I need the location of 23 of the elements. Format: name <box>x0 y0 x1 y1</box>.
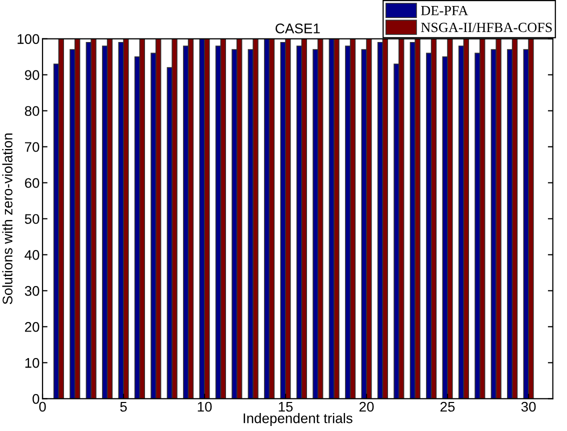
y-tick-label: 80 <box>24 106 40 116</box>
y-tick-label: 100 <box>18 34 40 44</box>
x-tick-label: 20 <box>360 402 374 412</box>
x-tick-label: 5 <box>120 402 127 412</box>
y-tick-label: 70 <box>25 142 40 152</box>
legend-label: NSGA-II/HFBA-COFS <box>421 22 552 32</box>
y-tick-label: 50 <box>24 214 40 224</box>
y-tick-label: 40 <box>24 250 40 260</box>
y-tick-label: 20 <box>25 322 40 332</box>
x-axis-title: Independent trials <box>244 413 352 426</box>
y-tick-label: 10 <box>25 358 40 368</box>
x-tick-label: 15 <box>278 402 293 412</box>
x-tick-label: 10 <box>198 402 212 412</box>
x-tick-label: 30 <box>521 402 536 412</box>
legend-label: DE-PFA <box>421 6 468 16</box>
chart-title: CASE1 <box>276 24 320 34</box>
x-tick-label: 0 <box>39 402 46 412</box>
y-tick-label: 30 <box>24 286 40 296</box>
y-axis-title: Solutions with zero-violation <box>2 134 12 304</box>
x-tick-label: 25 <box>440 402 455 412</box>
y-tick-label: 90 <box>24 70 40 80</box>
y-tick-label: 60 <box>25 178 40 188</box>
y-tick-label: 0 <box>32 394 40 404</box>
